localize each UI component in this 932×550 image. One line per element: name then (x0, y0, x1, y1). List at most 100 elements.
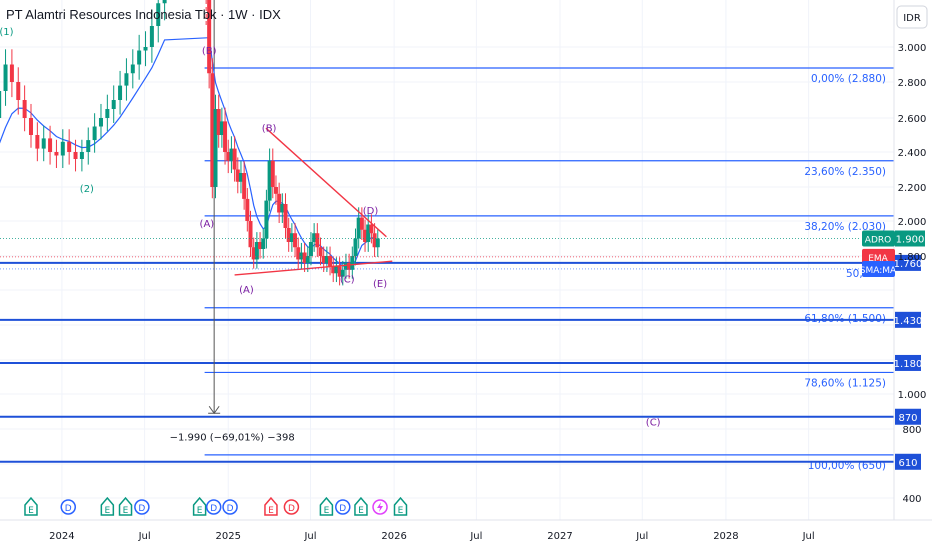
time-tick-label[interactable]: Jul (303, 531, 316, 542)
split-icon[interactable] (372, 499, 388, 515)
earnings-letter: E (358, 506, 364, 516)
earnings-icon[interactable]: E (24, 496, 38, 516)
wave-label: (C) (340, 275, 355, 286)
fib-level-label: 38,20% (2.030) (804, 221, 886, 233)
candle-body (219, 121, 224, 135)
dividend-letter: D (210, 504, 217, 514)
time-tick-label[interactable]: 2026 (381, 531, 406, 542)
earnings-icon[interactable]: E (100, 496, 115, 516)
price-tick-label: 800 (902, 425, 921, 436)
candle-body (232, 148, 237, 170)
fib-level-label: 23,60% (2.350) (804, 166, 886, 178)
time-tick-label[interactable]: Jul (138, 531, 151, 542)
candle-body (350, 256, 355, 270)
earnings-icon[interactable]: E (319, 496, 334, 516)
wave-label: (A) (239, 285, 254, 296)
wave-label: (B) (202, 46, 217, 57)
dividend-icon[interactable]: D (205, 499, 222, 515)
badge-symbol: EMA (868, 254, 888, 264)
dividend-icon[interactable]: D (283, 499, 300, 515)
level-price-label: 610 (898, 458, 917, 469)
triangle-upper-line[interactable] (265, 127, 387, 238)
candle-body (16, 82, 21, 100)
candle-body (245, 198, 250, 221)
candle-body (375, 238, 380, 248)
wave-label: (1) (0, 27, 14, 38)
dividend-letter: D (288, 504, 295, 514)
time-tick-label[interactable]: Jul (802, 531, 815, 542)
wave-label: (2) (80, 184, 94, 195)
earnings-icon[interactable]: E (118, 496, 133, 516)
price-tick-label: 2.600 (898, 114, 927, 125)
wave-label: (A) (200, 219, 215, 230)
badge-value: 1.900 (896, 235, 925, 246)
badge-value-bg (895, 230, 925, 247)
dividend-icon[interactable]: D (222, 499, 238, 515)
price-tick-label: 2.400 (898, 148, 927, 159)
price-tick-label: 400 (902, 494, 921, 505)
earnings-shape (192, 496, 207, 516)
candle-body (318, 247, 323, 256)
triangle-trendlines[interactable] (234, 127, 393, 276)
earnings-icon[interactable]: E (393, 496, 408, 516)
earnings-icon[interactable]: E (192, 496, 207, 516)
candle-body (293, 233, 298, 248)
level-price-tag (895, 408, 921, 425)
candle-body (312, 233, 317, 242)
dividend-icon[interactable]: D (134, 499, 150, 515)
candle-body (359, 217, 364, 230)
candle-body (296, 247, 301, 260)
currency-label: IDR (903, 13, 921, 24)
candle-body (286, 228, 291, 242)
horizontal-levels[interactable]: 1.760 1.430 1.180 870 610 (0, 254, 922, 470)
time-scale[interactable]: Jul2024Jul2025Jul2026Jul2027Jul2028Jul (0, 531, 815, 542)
candle-body (229, 148, 234, 161)
triangle-lower-line[interactable] (234, 260, 393, 276)
grid (0, 0, 894, 520)
candle-body (73, 152, 78, 159)
badge-symbol-bg (862, 260, 895, 277)
earnings-icon[interactable]: E (264, 496, 278, 516)
candle-body (267, 160, 272, 201)
dividend-shape (134, 499, 150, 515)
currency-button[interactable]: IDR (896, 5, 928, 29)
badge-symbol: SMA:MA (860, 266, 897, 276)
candle-body (22, 100, 27, 118)
candle-body (366, 224, 371, 242)
candle-body (261, 238, 266, 249)
candle-body (258, 242, 263, 249)
fibonacci-retracement[interactable]: 0,00% (2.880) 23,60% (2.350) 38,20% (2.030… (204, 67, 894, 472)
level-price-tag (895, 453, 921, 470)
candle-body (143, 47, 148, 51)
level-price-tag (895, 254, 921, 271)
event-markers[interactable]: EDEEEDEEDEDDEDEDEE (0, 496, 408, 516)
earnings-icon[interactable]: E (354, 496, 368, 516)
candle-body (305, 256, 310, 263)
candle-body (299, 252, 304, 260)
dividend-shape (60, 499, 77, 515)
badge-symbol: ADRO (865, 236, 891, 246)
dividend-icon[interactable]: D (60, 499, 77, 515)
time-tick-label[interactable]: 2025 (216, 531, 241, 542)
candle-body (9, 64, 14, 82)
fib-level-label: 0,00% (2.880) (811, 73, 886, 85)
price-scale[interactable]: 3.000 2.800 2.600 2.400 2.200 2.000 1.800 1.000… (898, 43, 927, 505)
price-range-measure[interactable]: −1.990 (−69,01%) −398 (170, 0, 295, 443)
time-tick-label[interactable]: 2027 (547, 531, 572, 542)
candle-body (213, 109, 218, 187)
price-tick-label: 1.800 (898, 252, 927, 263)
dividend-shape (335, 499, 351, 515)
time-tick-label[interactable]: 2028 (713, 531, 738, 542)
earnings-shape (354, 496, 368, 516)
earnings-letter: E (324, 506, 330, 516)
candle-body (118, 85, 123, 100)
time-tick-label[interactable]: Jul (469, 531, 482, 542)
dividend-icon[interactable]: D (335, 499, 351, 515)
time-tick-label[interactable]: Jul (635, 531, 648, 542)
candle-body (283, 204, 288, 228)
time-tick-label[interactable]: 2024 (49, 531, 74, 542)
candle-body (216, 109, 221, 135)
price-tick-label: 2.000 (898, 217, 927, 228)
candle-body (156, 3, 161, 26)
